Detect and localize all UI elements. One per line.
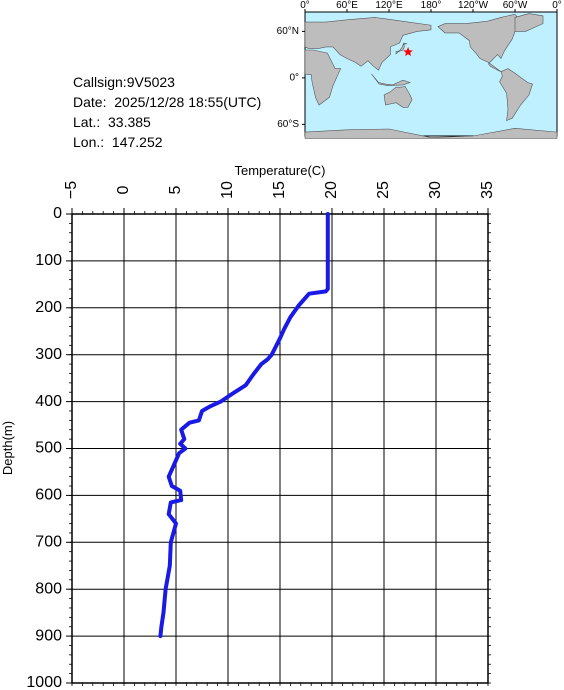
y-tick-label: 200	[35, 299, 62, 316]
map-lat-label: 0°	[289, 73, 299, 84]
y-axis-title: Depth(m)	[0, 421, 15, 475]
x-tick-label: 10	[219, 181, 236, 199]
y-tick-label: 100	[35, 252, 62, 269]
map-lon-label: 180°	[421, 0, 442, 11]
y-tick-label: 600	[35, 487, 62, 504]
longitude-text: Lon.: 147.252	[73, 134, 163, 150]
landmass	[383, 86, 413, 108]
x-tick-label: 5	[167, 185, 184, 194]
y-tick-label: 1000	[26, 674, 62, 690]
landmass	[514, 13, 544, 32]
x-tick-label: 30	[427, 181, 444, 199]
map-lon-label: 60°E	[336, 0, 358, 11]
x-tick-label: 15	[271, 181, 288, 199]
map-lat-label: 60°S	[277, 119, 299, 130]
map-lon-label: 0°	[552, 0, 562, 11]
temperature-profile-line	[158, 212, 330, 639]
date-text: Date: 2025/12/28 18:55(UTC)	[73, 94, 262, 110]
x-axis-title: Temperature(C)	[234, 163, 325, 178]
x-tick-label: 25	[375, 181, 392, 199]
landmass	[304, 127, 558, 139]
map-lon-label: 120°W	[458, 0, 489, 11]
y-tick-label: 700	[35, 534, 62, 551]
callsign-text: Callsign:9V5023	[73, 74, 175, 90]
location-map: 0° 60°E 120°E 180° 120°W 60°W 0° 60°N 0° 60°S	[277, 0, 562, 139]
x-tick-label: 20	[323, 181, 340, 199]
y-tick-label: 800	[35, 580, 62, 597]
landmass	[499, 68, 533, 121]
landmass	[437, 13, 523, 72]
x-tick-label: −5	[63, 181, 80, 199]
map-lat-label: 60°N	[277, 26, 299, 37]
map-lon-label: 0°	[300, 0, 310, 11]
station-marker-icon	[403, 47, 413, 56]
y-tick-label: 500	[35, 440, 62, 457]
landmass	[395, 42, 408, 55]
y-tick-label: 400	[35, 393, 62, 410]
x-tick-label: 0	[115, 185, 132, 194]
map-land	[304, 13, 558, 139]
landmass	[304, 17, 432, 71]
temperature-depth-chart: −5 0 5 10 15 20 25 30 35 01002003004005006007008…	[0, 163, 496, 690]
landmass	[304, 49, 342, 106]
y-tick-label: 900	[35, 627, 62, 644]
x-tick-label: 35	[479, 181, 496, 199]
map-lon-label: 120°E	[375, 0, 403, 11]
latitude-text: Lat.: 33.385	[73, 114, 151, 130]
landmass	[371, 73, 411, 86]
map-lon-label: 60°W	[503, 0, 528, 11]
y-tick-label: 300	[35, 346, 62, 363]
station-info: Callsign:9V5023 Date: 2025/12/28 18:55(U…	[73, 72, 261, 152]
y-tick-label: 0	[53, 205, 62, 222]
